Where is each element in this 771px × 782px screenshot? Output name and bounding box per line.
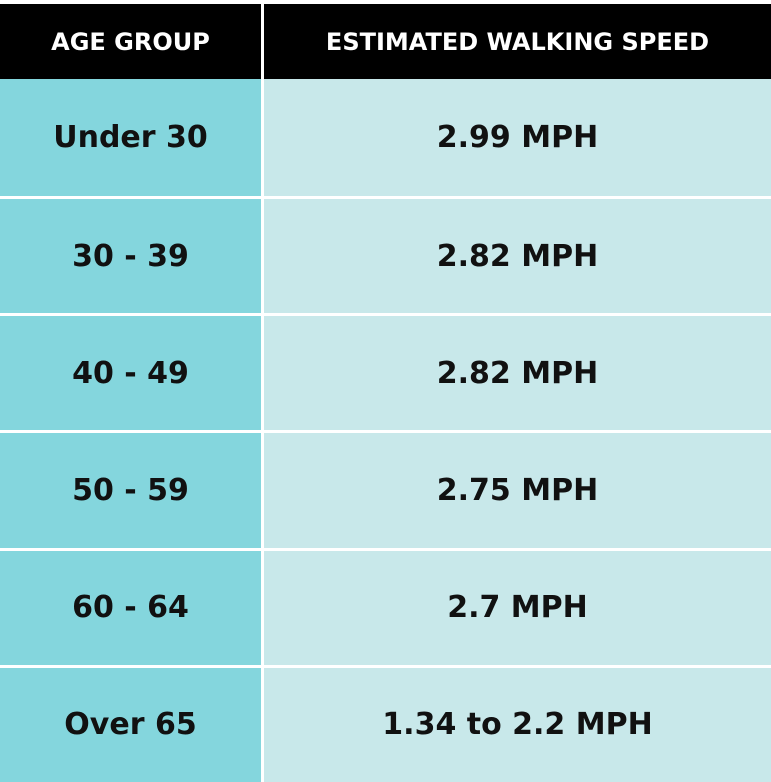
speed-cell: 2.99 MPH [264,79,771,197]
age-group-cell: 30 - 39 [0,196,264,314]
speed-cell: 2.82 MPH [264,196,771,314]
speed-cell: 1.34 to 2.2 MPH [264,664,771,782]
age-group-cell: 40 - 49 [0,313,264,431]
age-group-cell: 60 - 64 [0,547,264,665]
speed-cell: 2.75 MPH [264,430,771,548]
header-cell: AGE GROUP [0,0,264,79]
speed-cell: 2.7 MPH [264,547,771,665]
age-group-cell: 50 - 59 [0,430,264,548]
age-group-cell: Over 65 [0,664,264,782]
header-cell: ESTIMATED WALKING SPEED [264,0,771,79]
age-group-cell: Under 30 [0,79,264,197]
speed-cell: 2.82 MPH [264,313,771,431]
